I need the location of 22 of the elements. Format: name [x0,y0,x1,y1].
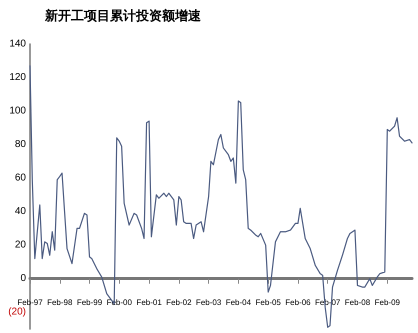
y-tick-label: (20) [8,306,26,318]
x-tick-label: Feb-98 [47,298,73,308]
x-tick-label: Feb-04 [226,298,252,308]
y-tick-label: 80 [14,139,26,150]
y-tick-label: 120 [9,72,26,84]
x-tick-label: Feb-01 [136,298,162,308]
y-tick-label: 40 [14,206,26,218]
y-tick-label: 20 [14,240,26,251]
x-tick-label: Feb-00 [106,298,132,308]
x-tick-label: Feb-03 [196,298,222,308]
chart-title: 新开工项目累计投资额增速 [44,8,202,23]
y-tick-label: 100 [9,106,26,117]
x-tick-label: Feb-08 [344,298,371,308]
x-tick-label: Feb-06 [285,298,312,308]
y-tick-label: 140 [9,38,26,50]
x-tick-label: Feb-97 [17,298,44,308]
x-tick-label: Feb-99 [76,298,103,308]
x-tick-label: Feb-02 [166,298,192,308]
y-tick-label: 0 [20,273,26,284]
y-tick-label: 60 [14,172,26,184]
x-tick-label: Feb-05 [256,298,282,308]
x-tick-label: Feb-09 [374,298,401,308]
